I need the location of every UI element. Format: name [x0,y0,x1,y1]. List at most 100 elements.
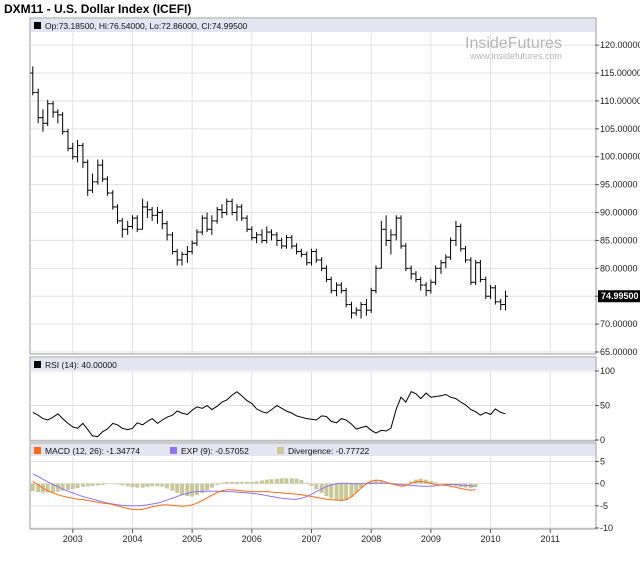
x-tick-label: 2005 [182,534,202,544]
ohlc-bar [164,220,170,241]
ohlc-bar [80,142,86,168]
last-price-badge: 74.99500 [598,290,640,303]
divergence-bar [279,478,284,484]
macd-y-ticks: -10 -5 0 5 [595,456,613,533]
page-title: DXM11 - U.S. Dollar Index (ICEFI) [4,2,192,16]
x-axis: 2003 2004 2005 2006 2007 2008 2009 2010 2011 [63,529,560,544]
price-panel: Op:73.18500, Hi:76.54000, Lo:72.86000, C… [29,17,640,357]
divergence-bar [403,483,408,485]
divergence-bar [334,483,339,501]
exp-line [32,473,476,507]
divergence-bar [140,483,145,488]
ohlc-bar [502,290,508,311]
ohlc-bar [50,100,56,118]
ohlc-bar [85,159,91,196]
ohlc-bar [443,254,449,269]
ohlc-bar [184,246,190,263]
price-y-tick-label: 90.00000 [600,208,638,218]
ohlc-bar [229,198,235,216]
x-tick-label: 2003 [63,534,83,544]
ohlc-bar [448,237,454,260]
ohlc-bar [209,215,215,235]
ohlc-bar [60,112,66,135]
divergence-bar [30,483,35,492]
ohlc-bar [204,212,210,233]
ohlc-bar [264,226,270,244]
ohlc-bar [95,159,101,185]
ohlc-bar [388,229,394,255]
ohlc-bar [304,251,310,266]
divergence-bar [66,483,71,490]
divergence-bar [179,483,184,496]
ohlc-bar [408,265,414,280]
divergence-bar [230,481,235,484]
macd-y-tick-label: 5 [600,456,605,466]
ohlc-bar [488,285,494,299]
divergence-bar [110,483,115,485]
price-y-tick-label: 70.00000 [600,319,638,329]
divergence-bar [55,483,60,492]
rsi-panel-frame [29,356,597,442]
macd-y-tick-label: -10 [600,523,613,533]
divergence-bar [185,483,190,497]
divergence-bar [160,483,165,487]
price-y-tick-label: 115.00000 [600,68,640,78]
ohlc-bar [119,218,125,238]
ohlc-bar [348,301,354,319]
ohlc-bar [55,109,61,124]
ohlc-bar [219,204,225,219]
divergence-bar [155,483,160,487]
ohlc-bar [438,259,444,274]
ohlc-bar [462,246,468,263]
divergence-bar [284,478,289,484]
ohlc-bar [169,232,175,255]
ohlc-bar [378,220,384,269]
divergence-bar [224,481,229,484]
ohlc-bar [393,215,399,241]
watermark-brand: InsideFutures [465,35,562,52]
ohlc-bar [313,248,319,263]
divergence-bar [215,483,220,485]
ohlc-bar [458,223,464,252]
ohlc-bar [144,201,150,219]
divergence-bar [200,483,205,493]
price-y-tick-label: 80.00000 [600,263,638,273]
divergence-bar [339,483,344,501]
ohlc-bar [125,220,131,235]
price-bars [30,66,508,319]
divergence-bar [130,483,135,488]
divergence-bar [125,483,130,487]
macd-line [32,479,476,511]
ohlc-bar [45,99,51,127]
divergence-bar [269,479,274,484]
ohlc-bar [104,176,110,196]
ohlc-bar [70,142,76,160]
x-tick-label: 2009 [421,534,441,544]
x-tick-label: 2004 [122,534,142,544]
divergence-bar [165,483,170,489]
price-legend-band [31,19,595,32]
ohlc-bar [159,209,165,230]
ohlc-bar [140,198,146,230]
divergence-bar [194,483,199,496]
divergence-bar [36,483,41,493]
rsi-y-tick-label: 0 [600,435,605,445]
ohlc-bar [298,248,304,258]
ohlc-bar [353,307,359,316]
ohlc-bar [199,215,205,235]
price-y-tick-label: 95.00000 [600,180,638,190]
ohlc-bar [338,282,344,294]
divergence-bar [379,480,384,484]
ohlc-bar [428,279,434,294]
ohlc-bar [468,257,474,286]
ohlc-bar [323,265,329,283]
divergence-bar [70,483,75,489]
divergence-bar [294,478,299,484]
ohlc-bar [174,248,180,266]
ohlc-bar [89,173,95,193]
divergence-bar [175,483,180,493]
ohlc-bar [368,287,374,313]
rsi-y-tick-label: 50 [600,401,610,411]
divergence-bar [190,483,195,497]
rsi-y-tick-label: 100 [600,366,615,376]
